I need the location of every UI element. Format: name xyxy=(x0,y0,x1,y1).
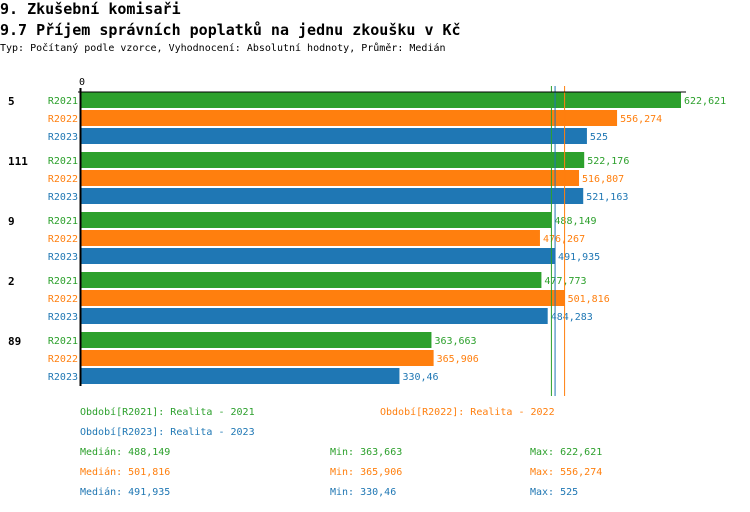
bar xyxy=(81,230,540,246)
data-label: 521,163 xyxy=(586,192,628,203)
bar xyxy=(81,248,556,264)
series-label: R2022 xyxy=(48,354,78,365)
series-label: R2023 xyxy=(48,252,78,263)
data-label: 622,621 xyxy=(684,96,726,107)
data-label: 488,149 xyxy=(554,216,596,227)
bar xyxy=(81,212,552,228)
data-label: 330,46 xyxy=(402,372,438,383)
series-label: R2021 xyxy=(48,156,78,167)
series-label: R2021 xyxy=(48,216,78,227)
legend-r2021: Období[R2021]: Realita - 2021 xyxy=(80,407,255,418)
bar xyxy=(81,350,434,366)
chart-subtitle: Typ: Počítaný podle vzorce, Vyhodnocení:… xyxy=(0,43,446,54)
bar xyxy=(81,188,584,204)
series-label: R2023 xyxy=(48,312,78,323)
series-label: R2022 xyxy=(48,294,78,305)
data-label: 363,663 xyxy=(434,336,476,347)
bar xyxy=(81,170,580,186)
series-label: R2023 xyxy=(48,192,78,203)
legend-r2023: Období[R2023]: Realita - 2023 xyxy=(80,427,255,438)
category-label: 89 xyxy=(8,335,21,348)
axis-tick-label: 0 xyxy=(79,77,85,88)
series-label: R2023 xyxy=(48,372,78,383)
data-label: 477,773 xyxy=(544,276,586,287)
bar xyxy=(81,152,585,168)
legend-r2022: Období[R2022]: Realita - 2022 xyxy=(380,407,555,418)
stat-median: Medián: 501,816 xyxy=(80,467,171,478)
stat-max: Max: 556,274 xyxy=(530,467,603,478)
stat-median: Medián: 488,149 xyxy=(80,447,171,458)
section-title: 9. Zkušební komisaři xyxy=(0,0,181,18)
series-label: R2021 xyxy=(48,276,78,287)
bar xyxy=(81,368,400,384)
stat-min: Min: 330,46 xyxy=(330,487,397,498)
bar xyxy=(81,308,548,324)
chart-title: 9.7 Příjem správních poplatků na jednu z… xyxy=(0,21,461,39)
series-label: R2022 xyxy=(48,174,78,185)
bar xyxy=(81,290,565,306)
data-label: 365,906 xyxy=(437,354,479,365)
category-label: 9 xyxy=(8,215,15,228)
series-label: R2022 xyxy=(48,114,78,125)
category-label: 111 xyxy=(8,155,28,168)
bar-chart: 0 5 R2021 622,621 R2022 556,274 R2023 525 111 R20… xyxy=(8,77,726,396)
data-label: 525 xyxy=(590,132,608,143)
data-label: 522,176 xyxy=(587,156,629,167)
bar xyxy=(81,272,542,288)
bar xyxy=(81,128,587,144)
data-label: 556,274 xyxy=(620,114,662,125)
bar xyxy=(81,110,618,126)
stat-max: Max: 525 xyxy=(530,487,579,498)
series-label: R2021 xyxy=(48,336,78,347)
category-label: 5 xyxy=(8,95,15,108)
bar xyxy=(81,332,432,348)
data-label: 501,816 xyxy=(568,294,610,305)
stat-median: Medián: 491,935 xyxy=(80,487,171,498)
series-label: R2022 xyxy=(48,234,78,245)
stat-min: Min: 365,906 xyxy=(330,467,403,478)
series-label: R2021 xyxy=(48,96,78,107)
bar xyxy=(81,92,681,108)
stat-max: Max: 622,621 xyxy=(530,447,603,458)
data-label: 516,807 xyxy=(582,174,624,185)
stat-min: Min: 363,663 xyxy=(330,447,403,458)
data-label: 476,267 xyxy=(543,234,585,245)
series-label: R2023 xyxy=(48,132,78,143)
data-label: 491,935 xyxy=(558,252,600,263)
data-label: 484,283 xyxy=(551,312,593,323)
category-label: 2 xyxy=(8,275,15,288)
